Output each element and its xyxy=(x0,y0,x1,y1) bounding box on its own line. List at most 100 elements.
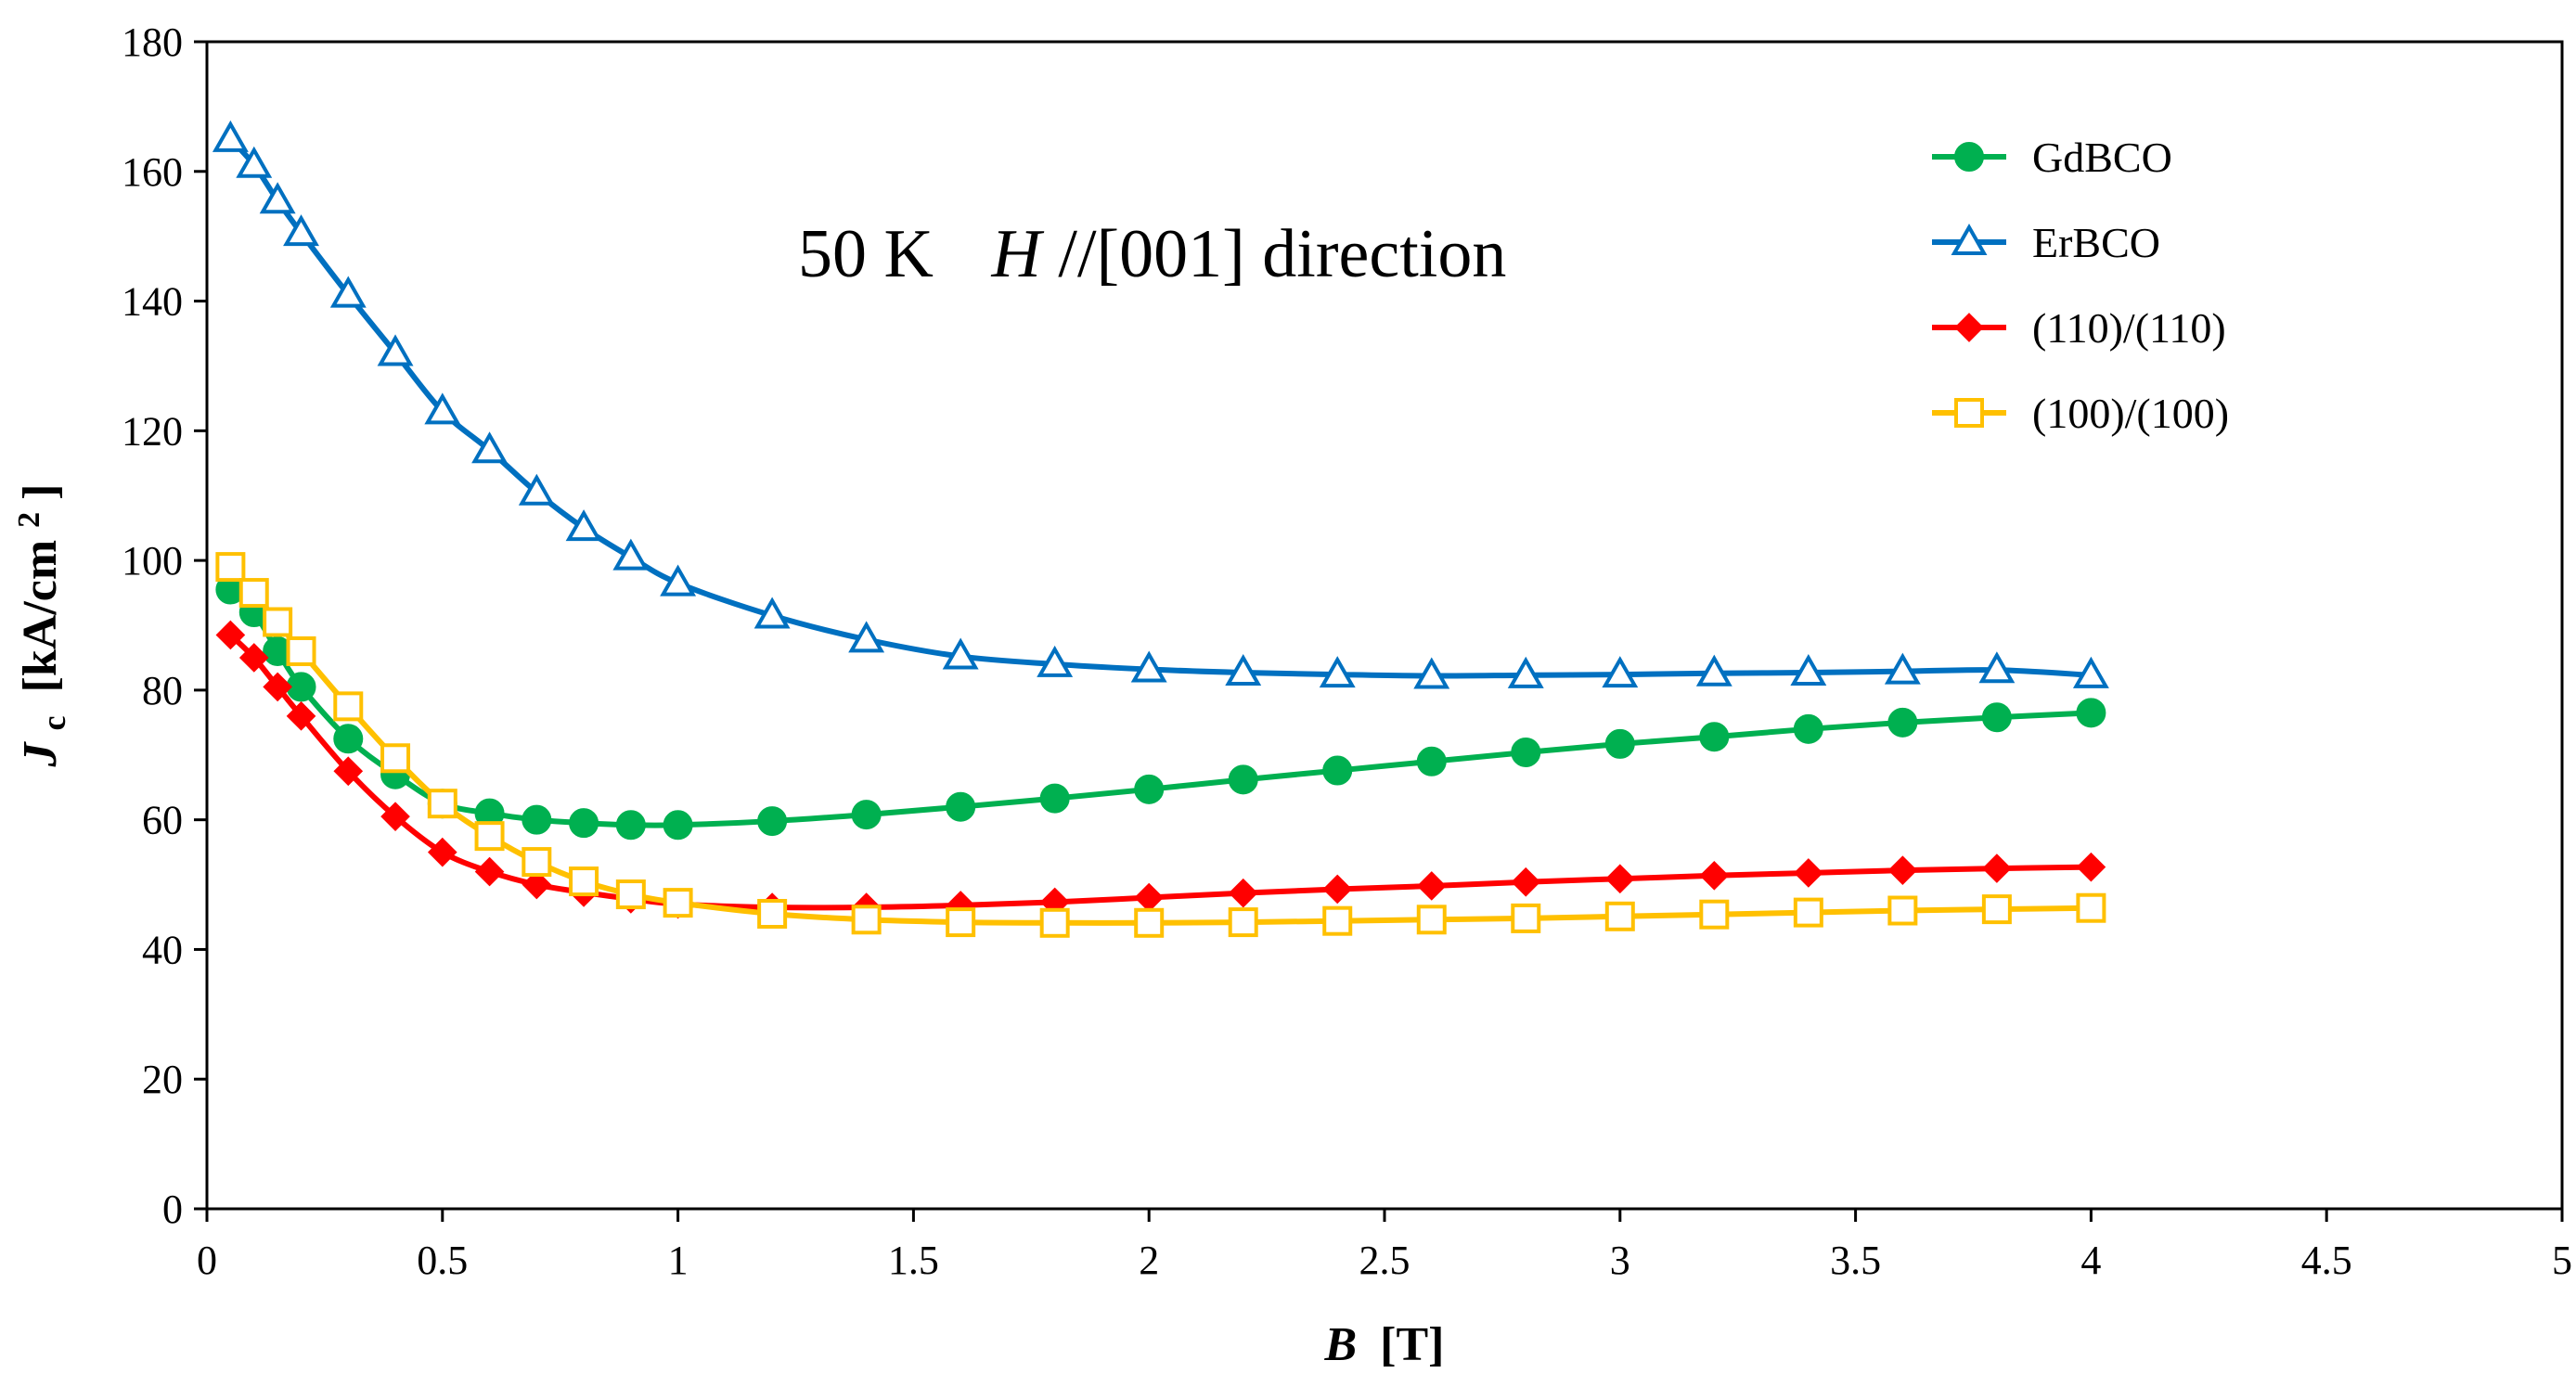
data-point-100-100 xyxy=(946,907,976,938)
data-point-gdbco xyxy=(2076,698,2106,728)
x-tick-label: 1 xyxy=(668,1238,689,1283)
data-point-gdbco xyxy=(1511,737,1541,767)
data-point-gdbco xyxy=(1322,755,1353,786)
data-point-erbco xyxy=(565,509,602,542)
data-point-100-100 xyxy=(2076,892,2106,923)
data-point-100-100 xyxy=(238,578,269,609)
data-point-erbco xyxy=(1695,654,1732,687)
x-tick-label: 0 xyxy=(197,1238,217,1283)
title-field: H xyxy=(990,216,1044,292)
data-point-100-100 xyxy=(522,847,552,878)
y-tick-label: 20 xyxy=(142,1057,183,1102)
legend-label: GdBCO xyxy=(2032,134,2172,181)
y-axis-superscript: 2 xyxy=(12,512,46,528)
data-point-100-100 xyxy=(474,821,505,852)
data-point-100-100 xyxy=(1322,905,1353,936)
data-point-erbco xyxy=(329,276,367,308)
data-point-100-100 xyxy=(1228,907,1258,938)
legend: GdBCO ErBCO (110)/(110) (100)/(100) xyxy=(1932,134,2229,437)
data-point-100-100 xyxy=(851,905,882,935)
data-point-gdbco xyxy=(615,810,646,841)
y-tick-label: 160 xyxy=(122,149,183,195)
y-tick-label: 0 xyxy=(162,1187,183,1232)
data-point-110-110 xyxy=(215,620,246,650)
data-point-100-100 xyxy=(757,899,788,930)
x-axis-unit: [T] xyxy=(1380,1318,1444,1371)
data-point-100-100 xyxy=(1887,895,1918,926)
data-point-erbco xyxy=(753,597,791,629)
data-point-erbco xyxy=(1884,652,1921,685)
data-point-110-110 xyxy=(380,802,410,832)
data-point-110-110 xyxy=(1322,874,1353,905)
y-tick-label: 180 xyxy=(122,19,183,65)
data-point-gdbco xyxy=(1134,774,1165,804)
data-point-erbco xyxy=(283,214,319,247)
data-point-erbco xyxy=(660,564,697,597)
data-point-100-100 xyxy=(1604,901,1635,931)
data-point-100-100 xyxy=(615,879,646,910)
data-point-110-110 xyxy=(1887,855,1918,886)
data-point-100-100 xyxy=(569,866,599,897)
legend-marker xyxy=(1954,313,1984,342)
data-point-110-110 xyxy=(1511,866,1541,897)
y-axis-title: J c [kA/cm 2 ] xyxy=(0,484,76,768)
series-110-110 xyxy=(215,620,2106,922)
data-point-erbco xyxy=(212,120,249,152)
series-100-100 xyxy=(215,552,2106,938)
data-point-gdbco xyxy=(1039,783,1070,814)
data-point-erbco xyxy=(2072,656,2109,688)
series-gdbco xyxy=(215,574,2106,841)
data-point-erbco xyxy=(236,146,273,178)
data-point-erbco xyxy=(1413,657,1450,689)
data-point-100-100 xyxy=(263,607,293,637)
data-point-gdbco xyxy=(522,804,552,835)
y-tick-label: 60 xyxy=(142,798,183,843)
series-layer xyxy=(212,120,2109,938)
data-point-gdbco xyxy=(757,806,788,837)
legend-label: (110)/(110) xyxy=(2032,304,2226,352)
data-point-erbco xyxy=(424,392,461,425)
data-point-100-100 xyxy=(1416,905,1447,935)
data-point-100-100 xyxy=(333,691,364,722)
data-point-100-100 xyxy=(1793,897,1823,928)
x-tick-label: 4.5 xyxy=(2301,1238,2352,1283)
data-point-110-110 xyxy=(2076,852,2106,882)
legend-marker xyxy=(1951,223,1988,255)
data-point-100-100 xyxy=(1699,899,1730,930)
data-point-110-110 xyxy=(1794,858,1823,888)
data-point-gdbco xyxy=(1416,746,1447,776)
y-tick-label: 100 xyxy=(122,538,183,584)
data-point-erbco xyxy=(942,637,979,670)
data-point-erbco xyxy=(1507,656,1544,688)
data-point-110-110 xyxy=(522,869,552,900)
x-tick-label: 5 xyxy=(2552,1238,2572,1283)
x-tick-label: 3 xyxy=(1610,1238,1630,1283)
legend-item: GdBCO xyxy=(1932,134,2172,181)
data-point-erbco xyxy=(518,473,555,506)
data-point-erbco xyxy=(1790,653,1827,687)
data-point-erbco xyxy=(471,431,509,464)
data-point-erbco xyxy=(848,621,885,653)
data-point-erbco xyxy=(612,538,650,571)
data-point-erbco xyxy=(1602,656,1639,688)
data-point-110-110 xyxy=(286,701,316,731)
legend-label: ErBCO xyxy=(2032,219,2160,266)
data-point-gdbco xyxy=(1699,722,1730,752)
series-erbco xyxy=(212,120,2109,689)
data-point-erbco xyxy=(259,182,296,214)
y-tick-label: 40 xyxy=(142,927,183,972)
data-point-110-110 xyxy=(1699,860,1730,891)
data-point-110-110 xyxy=(1228,878,1258,908)
x-axis: 0 0.5 1 1.5 2 2.5 3 3.5 4 4.5 5 xyxy=(197,1209,2572,1283)
data-point-110-110 xyxy=(333,756,364,787)
x-tick-label: 2 xyxy=(1139,1238,1159,1283)
x-axis-title: B [T] xyxy=(1323,1318,1444,1371)
data-point-erbco xyxy=(1319,656,1356,688)
data-point-erbco xyxy=(1037,645,1074,677)
data-point-110-110 xyxy=(474,856,505,887)
data-point-110-110 xyxy=(1134,882,1165,913)
data-point-gdbco xyxy=(333,724,364,754)
data-point-erbco xyxy=(1225,653,1262,687)
legend-item: (100)/(100) xyxy=(1932,390,2229,437)
